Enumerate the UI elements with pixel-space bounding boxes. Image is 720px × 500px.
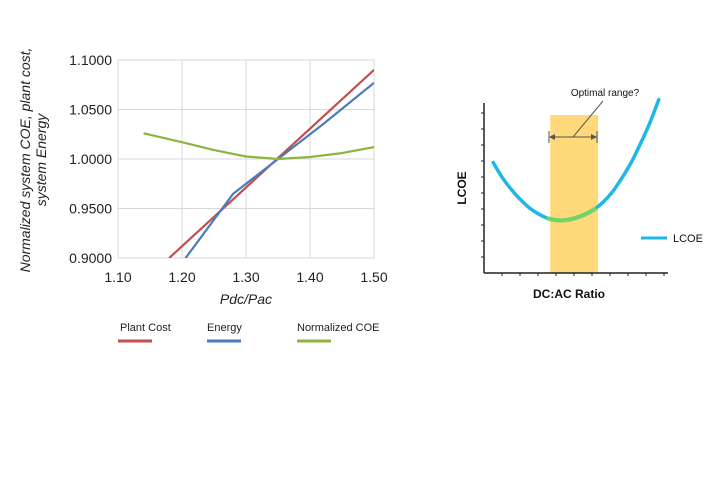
left-y-tick-label: 0.9000 xyxy=(69,250,112,266)
legend-label-normalized-coe: Normalized COE xyxy=(297,322,380,334)
optimal-range-arrow xyxy=(548,100,604,143)
left-y-tick-label: 1.0000 xyxy=(69,151,112,167)
left-series-lines xyxy=(143,69,374,258)
left-x-tick-label: 1.50 xyxy=(360,269,387,285)
right-y-axis-ticks xyxy=(481,112,484,258)
left-gridlines xyxy=(117,59,375,259)
right-chart: Optimal range? LCOE DC:AC Ratio LCOE xyxy=(455,88,703,301)
left-y-tick-label: 1.1000 xyxy=(69,52,112,68)
left-x-axis-label: Pdc/Pac xyxy=(220,291,272,307)
left-x-tick-label: 1.30 xyxy=(232,269,259,285)
legend-label-energy: Energy xyxy=(207,322,242,334)
left-x-tick-labels: 1.10 1.20 1.30 1.40 1.50 xyxy=(104,269,387,285)
left-x-tick-label: 1.20 xyxy=(168,269,195,285)
right-x-axis-label: DC:AC Ratio xyxy=(533,287,605,301)
left-x-tick-label: 1.10 xyxy=(104,269,131,285)
arrow-head-right xyxy=(591,134,597,140)
legend-label-plant-cost: Plant Cost xyxy=(120,322,171,334)
lcoe-optimal-segment xyxy=(546,207,597,223)
left-y-tick-label: 0.9500 xyxy=(69,201,112,217)
left-y-tick-label: 1.0500 xyxy=(69,102,112,118)
optimal-range-annotation: Optimal range? xyxy=(571,88,640,99)
right-legend-label: LCOE xyxy=(673,233,703,245)
left-x-tick-label: 1.40 xyxy=(296,269,323,285)
left-y-axis-label-line2: system Energy xyxy=(33,113,49,207)
left-legend: Plant Cost Energy Normalized COE xyxy=(118,322,380,343)
left-y-tick-labels: 0.9000 0.9500 1.0000 1.0500 1.1000 xyxy=(69,52,112,266)
arrow-head-left xyxy=(549,134,555,140)
optimal-range-band xyxy=(550,115,599,273)
left-y-axis-label-line1: Normalized system COE, plant cost, xyxy=(17,48,33,273)
annotation-pointer xyxy=(572,100,604,138)
right-x-axis-ticks xyxy=(501,273,665,276)
right-y-axis-label: LCOE xyxy=(455,171,469,204)
series-line-normalized-coe xyxy=(143,132,374,161)
